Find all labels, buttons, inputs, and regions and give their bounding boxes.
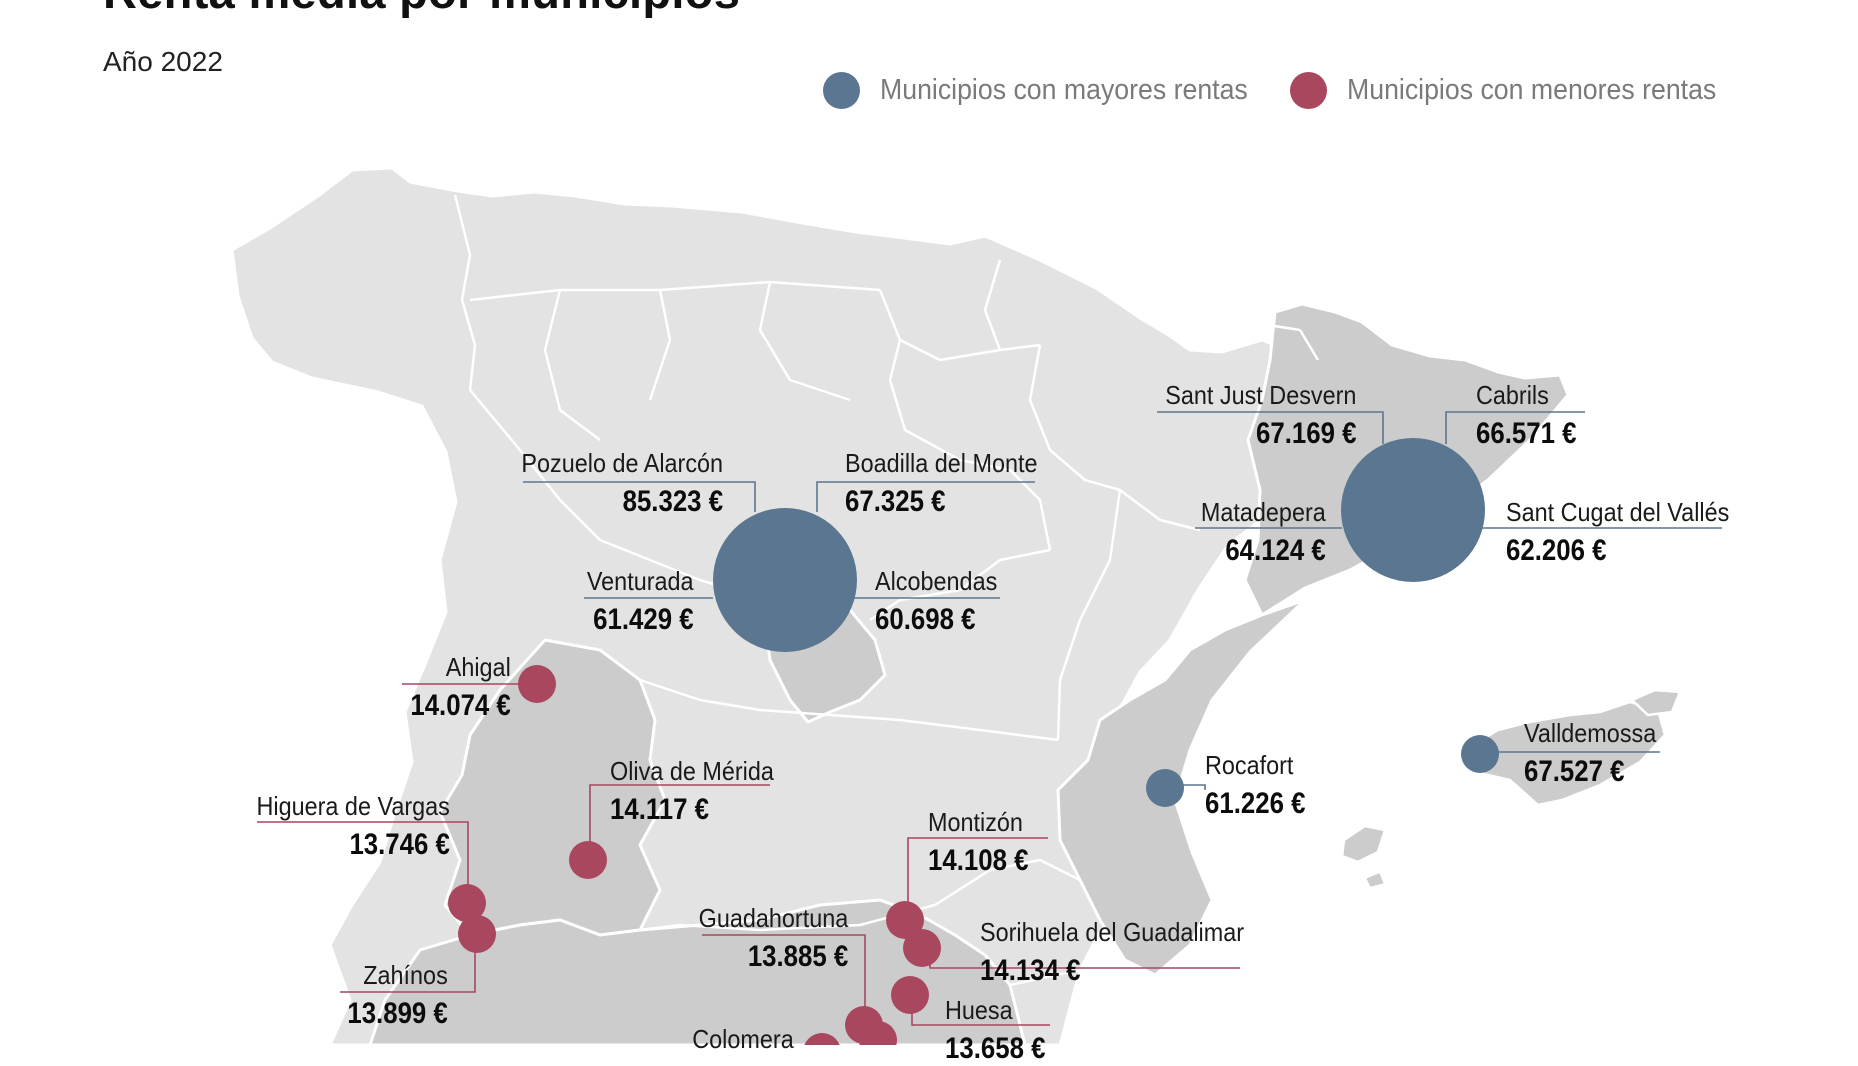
label-cabrils: Cabrils 66.571 €: [1476, 380, 1593, 451]
label-venturada: Venturada 61.429 €: [575, 566, 694, 637]
label-matadepera: Matadepera 64.124 €: [1187, 497, 1326, 568]
montizon-value: 14.108 €: [928, 844, 1029, 877]
label-boadilla: Boadilla del Monte 67.325 €: [845, 448, 1059, 519]
huesa-name: Huesa: [945, 995, 1013, 1025]
legend-low-label: Municipios con menores rentas: [1347, 74, 1717, 106]
huesa-value: 13.658 €: [945, 1032, 1046, 1065]
label-colomera: Colomera: [681, 1024, 794, 1055]
colomera-bubble-2: [804, 1033, 840, 1045]
sorihuela-name: Sorihuela del Guadalimar: [980, 917, 1245, 947]
label-ahigal: Ahigal 14.074 €: [394, 652, 511, 723]
region-valencia: [1056, 598, 1307, 977]
sorihuela-value: 14.134 €: [980, 954, 1081, 987]
page-title: Renta media por municipios: [103, 0, 740, 19]
zahinos-bubble: [458, 915, 496, 953]
legend: Municipios con mayores rentas Municipios…: [823, 72, 1823, 112]
label-rocafort: Rocafort 61.226 €: [1205, 750, 1322, 821]
venturada-name: Venturada: [587, 566, 694, 596]
montizon-bubble: [886, 901, 924, 939]
cabrils-value: 66.571 €: [1476, 417, 1577, 450]
higuera-name: Higuera de Vargas: [256, 791, 450, 821]
santjust-value: 67.169 €: [1255, 417, 1356, 450]
zahinos-name: Zahínos: [363, 960, 448, 990]
ibiza-island: [1340, 824, 1387, 864]
boadilla-value: 67.325 €: [845, 485, 946, 518]
valldemossa-name: Valldemossa: [1524, 718, 1657, 748]
ahigal-name: Ahigal: [445, 652, 511, 682]
matadepera-name: Matadepera: [1201, 497, 1326, 527]
label-pozuelo: Pozuelo de Alarcón 85.323 €: [499, 448, 723, 519]
guadahortuna-value: 13.885 €: [747, 940, 848, 973]
label-santjust: Sant Just Desvern 67.169 €: [1144, 380, 1356, 451]
label-sorihuela: Sorihuela del Guadalimar 14.134 €: [980, 917, 1273, 988]
label-higuera: Higuera de Vargas 13.746 €: [235, 791, 450, 862]
zahinos-value: 13.899 €: [347, 997, 448, 1030]
low-income-bubbles: [448, 665, 941, 1045]
label-montizon: Montizón 14.108 €: [928, 807, 1045, 878]
legend-low-dot: [1290, 72, 1327, 109]
label-oliva: Oliva de Mérida 14.117 €: [610, 756, 792, 827]
rocafort-bubble: [1146, 769, 1184, 807]
label-santcugat: Sant Cugat del Vallés 62.206 €: [1506, 497, 1754, 568]
huesa-bubble: [891, 976, 929, 1014]
page-subtitle: Año 2022: [103, 46, 223, 77]
valldemossa-value: 67.527 €: [1524, 755, 1625, 788]
pozuelo-name: Pozuelo de Alarcón: [521, 448, 723, 478]
madrid-cluster-bubble: [713, 508, 857, 652]
santcugat-value: 62.206 €: [1506, 534, 1607, 567]
santcugat-name: Sant Cugat del Vallés: [1506, 497, 1730, 527]
montizon-name: Montizón: [928, 807, 1023, 837]
barcelona-cluster-bubble: [1341, 438, 1485, 582]
ahigal-bubble: [518, 665, 556, 703]
label-valldemossa: Valldemossa 67.527 €: [1524, 718, 1671, 789]
leader-lines-high: [523, 411, 1722, 790]
label-huesa: Huesa 13.658 €: [945, 995, 1062, 1066]
oliva-bubble: [569, 841, 607, 879]
colomera-bubble: [859, 1021, 897, 1045]
legend-high-dot: [823, 72, 860, 109]
guadahortuna-name: Guadahortuna: [698, 903, 848, 933]
venturada-value: 61.429 €: [593, 603, 694, 636]
alcobendas-name: Alcobendas: [875, 566, 998, 596]
menorca-island: [1629, 688, 1682, 717]
boadilla-name: Boadilla del Monte: [845, 448, 1038, 478]
formentera-island: [1363, 870, 1387, 890]
mallorca-island: [1458, 700, 1667, 807]
colomera-name: Colomera: [692, 1024, 794, 1054]
alcobendas-value: 60.698 €: [875, 603, 976, 636]
matadepera-value: 64.124 €: [1225, 534, 1326, 567]
label-alcobendas: Alcobendas 60.698 €: [875, 566, 1011, 637]
oliva-value: 14.117 €: [610, 793, 710, 826]
leader-lines-low: [257, 683, 1240, 1030]
valldemossa-bubble: [1461, 735, 1499, 773]
label-zahinos: Zahínos 13.899 €: [331, 960, 448, 1031]
rocafort-name: Rocafort: [1205, 750, 1294, 780]
ahigal-value: 14.074 €: [410, 689, 511, 722]
region-borders: [453, 194, 1320, 987]
legend-high-label: Municipios con mayores rentas: [880, 74, 1248, 106]
higuera-bubble: [448, 884, 486, 922]
santjust-name: Sant Just Desvern: [1164, 380, 1356, 410]
oliva-name: Oliva de Mérida: [610, 756, 774, 786]
rocafort-value: 61.226 €: [1205, 787, 1306, 820]
cabrils-name: Cabrils: [1476, 380, 1549, 410]
pozuelo-value: 85.323 €: [622, 485, 723, 518]
high-income-bubbles: [713, 438, 1499, 807]
label-guadahortuna: Guadahortuna 13.885 €: [682, 903, 848, 974]
higuera-value: 13.746 €: [349, 828, 450, 861]
sorihuela-bubble: [903, 929, 941, 967]
